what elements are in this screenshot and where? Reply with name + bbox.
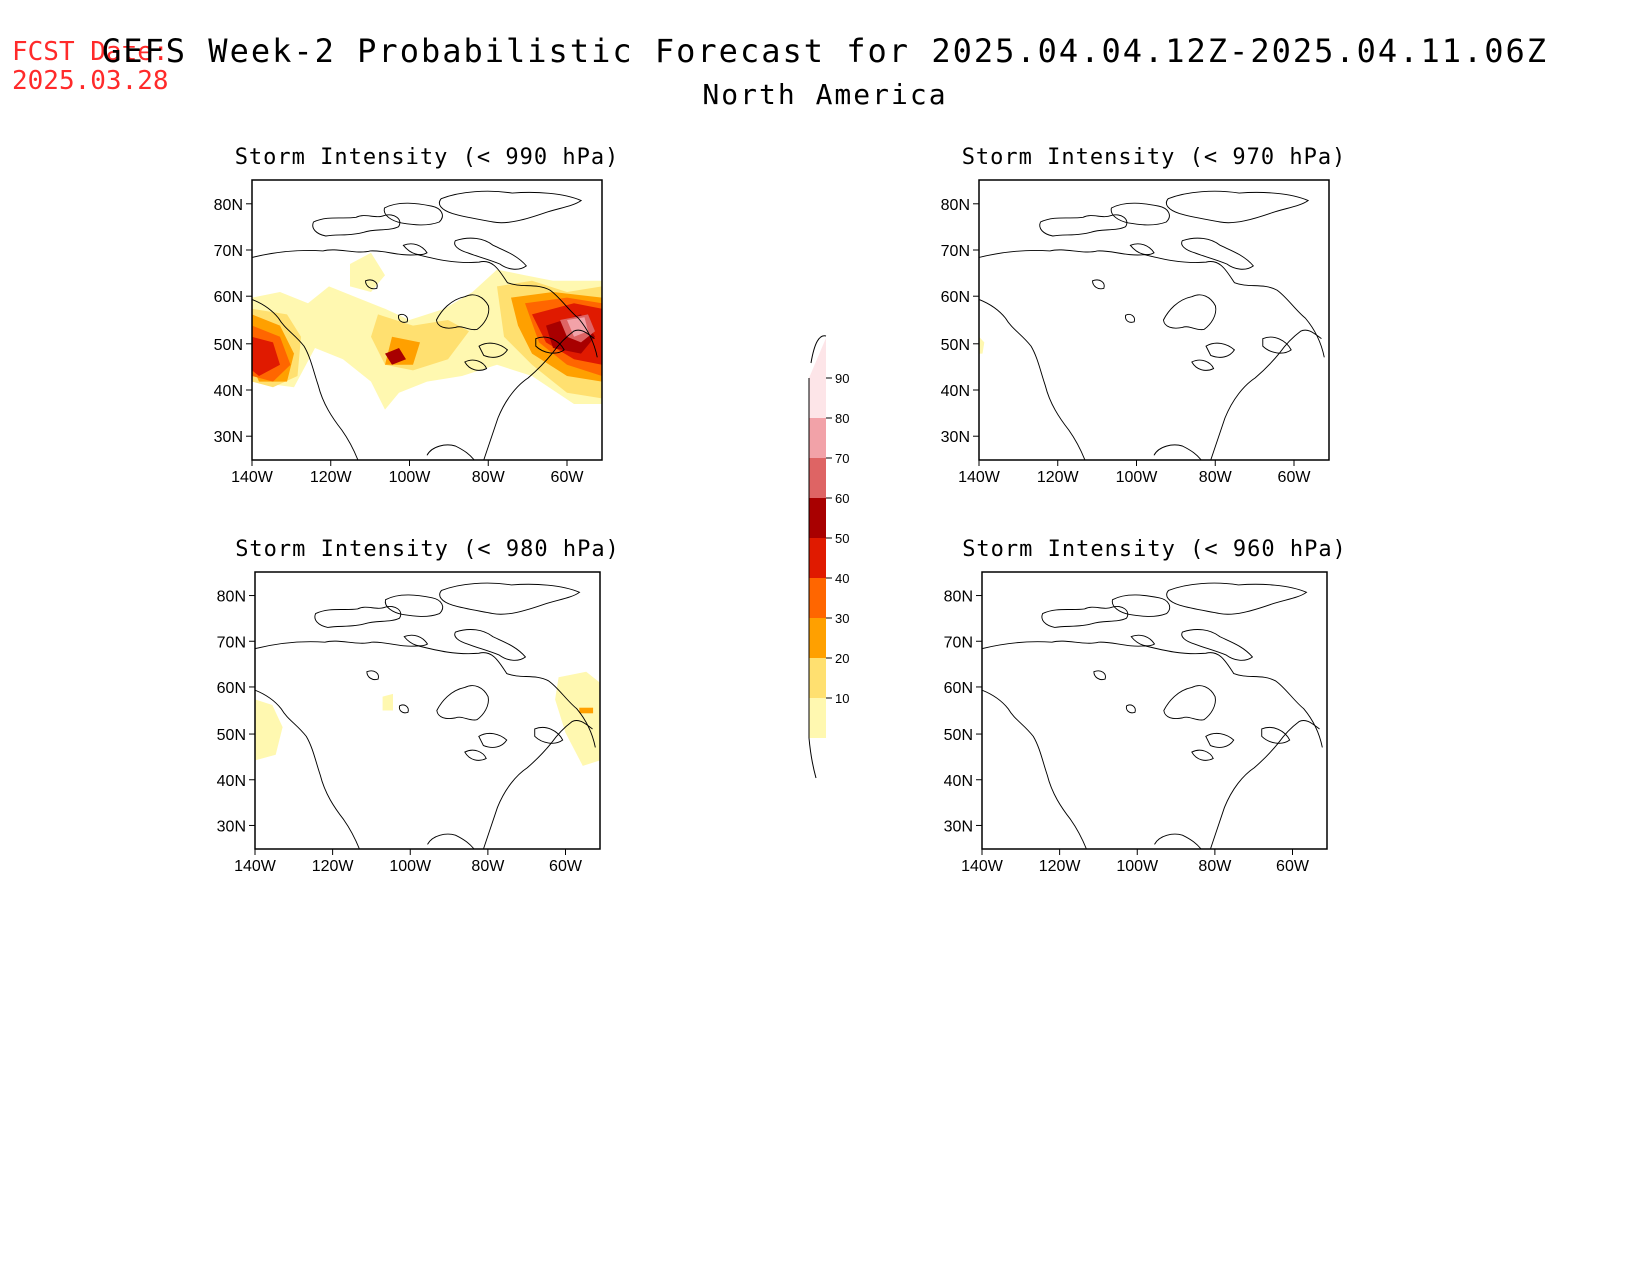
- colorbar-swatch: [809, 418, 826, 458]
- lat-label: 70N: [217, 634, 246, 651]
- colorbar-swatch: [809, 658, 826, 698]
- map-frame: [254, 571, 601, 850]
- lat-label: 60N: [217, 680, 246, 697]
- lat-label: 60N: [944, 680, 973, 697]
- colorbar-swatch: [809, 618, 826, 658]
- colorbar-label: 40: [835, 571, 849, 586]
- lon-label: 100W: [1116, 858, 1159, 875]
- lon-label: 120W: [310, 469, 353, 486]
- probability-region: [579, 707, 594, 714]
- lat-label: 60N: [214, 289, 243, 306]
- panels-layer: Storm Intensity (< 990 hPa) 80N 70N 60N 50N 4…: [214, 145, 1347, 875]
- map-panel: Storm Intensity (< 980 hPa) 80N 70N 60N 50N 4…: [217, 537, 620, 875]
- page-title: GEFS Week-2 Probabilistic Forecast for 2…: [101, 32, 1549, 70]
- lat-label: 40N: [217, 773, 246, 790]
- probability-fill: [252, 252, 602, 410]
- probability-region: [979, 336, 985, 354]
- lon-label: 80W: [472, 469, 506, 486]
- lat-label: 30N: [214, 429, 243, 446]
- coastline: [979, 190, 1325, 460]
- region-subtitle: North America: [702, 78, 948, 111]
- lat-label: 50N: [941, 337, 970, 354]
- lon-label: 120W: [312, 858, 355, 875]
- lat-label: 80N: [217, 589, 246, 606]
- colorbar-swatch: [809, 538, 826, 578]
- lat-label: 40N: [214, 383, 243, 400]
- lon-label: 100W: [389, 469, 432, 486]
- lon-label: 100W: [389, 858, 432, 875]
- lat-label: 40N: [944, 773, 973, 790]
- probability-region: [252, 336, 280, 376]
- colorbar: 90 80 70 60 50 40 30 20 10: [808, 335, 849, 779]
- map-frame: [981, 571, 1328, 850]
- panel-title: Storm Intensity (< 980 hPa): [235, 537, 620, 562]
- lat-label: 70N: [214, 243, 243, 260]
- colorbar-swatch: [809, 578, 826, 618]
- fcst-date: 2025.03.28: [12, 66, 169, 96]
- colorbar-label: 30: [835, 611, 849, 626]
- map-panel: Storm Intensity (< 970 hPa) 80N 70N 60N 50N 4…: [941, 145, 1347, 486]
- lon-label: 60W: [1278, 469, 1312, 486]
- probability-fill: [255, 671, 600, 766]
- lat-label: 70N: [941, 243, 970, 260]
- lon-label: 80W: [1199, 469, 1233, 486]
- lon-label: 140W: [234, 858, 277, 875]
- map-frame: [978, 179, 1330, 461]
- lat-label: 60N: [941, 289, 970, 306]
- colorbar-label: 60: [835, 491, 849, 506]
- colorbar-label: 50: [835, 531, 849, 546]
- panel-title: Storm Intensity (< 990 hPa): [235, 145, 620, 170]
- colorbar-label: 20: [835, 651, 849, 666]
- lon-label: 80W: [471, 858, 505, 875]
- probability-region: [555, 671, 600, 766]
- colorbar-swatch: [809, 698, 826, 738]
- colorbar-top-cap: [809, 338, 826, 378]
- fcst-date-label: FCST Date: 2025.03.28: [12, 38, 169, 96]
- lat-label: 80N: [941, 197, 970, 214]
- lon-label: 80W: [1198, 858, 1232, 875]
- lat-label: 30N: [944, 818, 973, 835]
- colorbar-bottom-arc: [808, 737, 817, 779]
- colorbar-top-arc: [810, 335, 827, 364]
- coastline: [982, 582, 1323, 849]
- lat-label: 80N: [214, 197, 243, 214]
- colorbar-label: 70: [835, 451, 849, 466]
- lon-label: 120W: [1037, 469, 1080, 486]
- probability-region: [255, 699, 283, 761]
- lon-label: 140W: [961, 858, 1004, 875]
- lon-label: 140W: [231, 469, 274, 486]
- colorbar-label: 80: [835, 411, 849, 426]
- lat-label: 50N: [944, 727, 973, 744]
- fcst-label: FCST Date:: [12, 37, 169, 67]
- lon-label: 120W: [1039, 858, 1082, 875]
- map-panel: Storm Intensity (< 990 hPa) 80N 70N 60N 50N 4…: [214, 145, 620, 486]
- lat-label: 80N: [944, 589, 973, 606]
- probability-fill: [979, 336, 985, 354]
- lat-label: 50N: [214, 337, 243, 354]
- colorbar-swatch: [809, 378, 826, 418]
- lat-label: 40N: [941, 383, 970, 400]
- coastline: [255, 582, 596, 849]
- map-panel: Storm Intensity (< 960 hPa) 80N 70N 60N 50N 4…: [944, 537, 1347, 875]
- colorbar-label: 90: [835, 371, 849, 386]
- panel-title: Storm Intensity (< 970 hPa): [962, 145, 1347, 170]
- colorbar-swatch: [809, 498, 826, 538]
- lon-label: 60W: [551, 469, 585, 486]
- probability-region: [385, 348, 406, 365]
- lat-label: 50N: [217, 727, 246, 744]
- lon-label: 140W: [958, 469, 1001, 486]
- lon-label: 60W: [549, 858, 583, 875]
- probability-region: [382, 693, 393, 711]
- lon-label: 100W: [1116, 469, 1159, 486]
- map-frame: [251, 179, 603, 461]
- lon-label: 60W: [1276, 858, 1310, 875]
- panel-title: Storm Intensity (< 960 hPa): [962, 537, 1347, 562]
- lat-label: 30N: [217, 818, 246, 835]
- lat-label: 30N: [941, 429, 970, 446]
- colorbar-swatch: [809, 458, 826, 498]
- lat-label: 70N: [944, 634, 973, 651]
- colorbar-label: 10: [835, 691, 849, 706]
